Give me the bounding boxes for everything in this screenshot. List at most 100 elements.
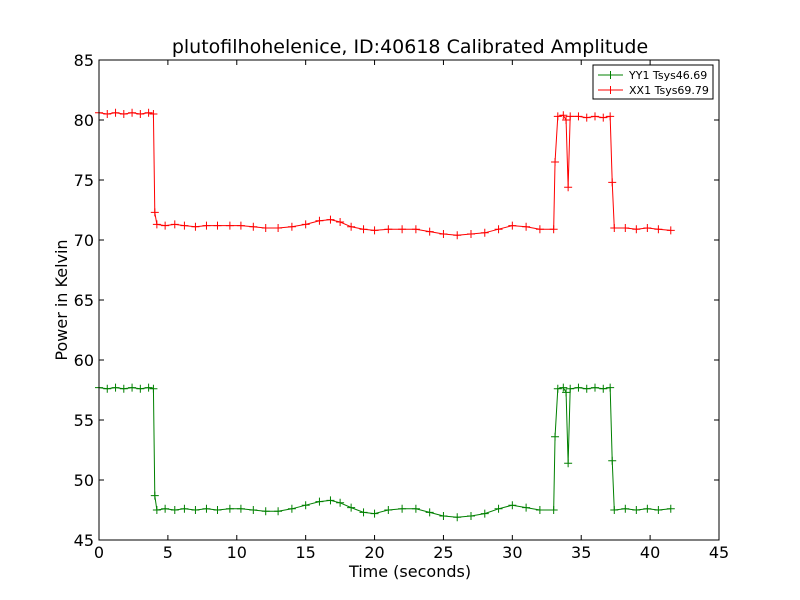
y-tick-label: 85 (74, 51, 94, 70)
x-tick-label: 10 (227, 543, 247, 562)
data-point-1-54 (610, 224, 619, 232)
data-point-1-50 (591, 112, 599, 121)
data-point-1-2 (111, 108, 120, 117)
y-tick-label: 55 (74, 411, 94, 430)
data-point-0-12 (180, 504, 189, 513)
data-point-1-5 (136, 110, 145, 118)
data-point-0-42 (551, 432, 560, 441)
legend: YY1 Tsys46.69 XX1 Tsys69.79 (592, 64, 714, 100)
data-point-1-33 (439, 230, 448, 238)
data-point-0-53 (608, 456, 617, 465)
data-point-1-55 (621, 224, 630, 232)
data-point-1-21 (287, 222, 296, 231)
data-point-0-9 (152, 506, 161, 514)
data-point-1-31 (411, 225, 420, 234)
data-point-0-17 (236, 504, 245, 513)
data-point-1-24 (326, 215, 335, 224)
data-point-0-59 (666, 504, 675, 513)
data-point-1-51 (599, 113, 608, 122)
data-point-1-34 (453, 231, 462, 240)
data-point-1-49 (582, 113, 591, 122)
data-point-0-44 (559, 383, 568, 392)
y-tick-label: 65 (74, 291, 94, 310)
data-point-0-33 (439, 512, 448, 520)
x-tick-label: 40 (640, 543, 660, 562)
data-point-0-5 (136, 384, 145, 393)
data-point-0-19 (261, 507, 270, 516)
data-point-0-11 (170, 506, 179, 514)
data-point-0-57 (643, 504, 652, 513)
data-point-0-7 (149, 384, 158, 393)
data-point-0-3 (119, 384, 128, 393)
data-point-0-41 (549, 506, 558, 514)
y-tick-label: 60 (74, 351, 94, 370)
data-point-1-8 (150, 208, 159, 217)
data-point-1-40 (535, 225, 544, 234)
data-point-0-25 (336, 498, 345, 507)
x-tick-label: 45 (709, 543, 729, 562)
data-point-1-29 (384, 225, 393, 234)
legend-marker (606, 86, 615, 94)
legend-marker (606, 71, 615, 79)
data-point-1-16 (225, 221, 234, 230)
data-point-1-41 (549, 225, 558, 234)
legend-box (592, 64, 714, 100)
data-point-0-46 (564, 459, 573, 468)
data-point-1-44 (559, 111, 568, 120)
data-point-1-12 (180, 221, 189, 230)
data-point-1-45 (562, 116, 571, 124)
data-point-0-15 (213, 506, 222, 514)
legend-label: YY1 Tsys46.69 (628, 69, 707, 82)
data-point-1-18 (249, 222, 258, 231)
x-tick-label: 35 (571, 543, 591, 562)
data-point-0-27 (359, 508, 368, 517)
data-point-0-56 (632, 506, 641, 514)
x-axis-title: Time (seconds) (348, 562, 471, 581)
data-point-1-7 (149, 110, 158, 118)
data-point-1-22 (301, 220, 310, 229)
x-tick-label: 30 (502, 543, 522, 562)
y-axis-title: Power in Kelvin (52, 239, 71, 360)
data-point-0-18 (249, 506, 258, 514)
data-point-1-11 (170, 220, 179, 229)
y-tick-label: 75 (74, 171, 94, 190)
data-point-1-58 (654, 225, 663, 234)
data-point-1-36 (480, 228, 489, 237)
data-point-1-47 (566, 112, 575, 121)
data-point-0-1 (103, 384, 112, 393)
x-tick-label: 0 (94, 543, 104, 562)
data-point-0-38 (508, 501, 517, 510)
data-point-0-21 (287, 504, 296, 513)
data-point-0-10 (161, 504, 170, 513)
data-point-0-39 (522, 503, 531, 512)
x-tick-label: 25 (433, 543, 453, 562)
data-point-0-58 (654, 506, 663, 514)
y-tick-label: 80 (74, 111, 94, 130)
data-point-1-17 (236, 221, 245, 230)
data-point-0-2 (111, 383, 120, 392)
data-point-0-4 (128, 383, 137, 392)
x-tick-label: 15 (295, 543, 315, 562)
data-point-1-9 (152, 220, 161, 229)
data-point-1-28 (370, 226, 379, 235)
data-point-1-37 (494, 225, 503, 234)
y-tick-label: 45 (74, 531, 94, 550)
data-point-1-59 (666, 226, 675, 235)
data-point-0-16 (225, 504, 234, 513)
data-point-1-1 (103, 110, 112, 118)
data-point-1-3 (119, 110, 128, 118)
data-point-0-51 (599, 384, 608, 393)
data-point-1-25 (336, 218, 345, 226)
data-point-1-14 (202, 221, 211, 230)
data-point-1-15 (213, 221, 222, 230)
data-point-1-30 (398, 225, 407, 234)
data-point-1-56 (632, 225, 641, 234)
data-point-0-43 (553, 384, 562, 393)
x-tick-label: 5 (163, 543, 173, 562)
data-point-0-29 (384, 506, 393, 514)
data-point-0-49 (582, 384, 591, 393)
data-point-0-24 (326, 496, 335, 505)
data-point-1-19 (261, 224, 270, 232)
data-point-1-35 (467, 230, 475, 238)
